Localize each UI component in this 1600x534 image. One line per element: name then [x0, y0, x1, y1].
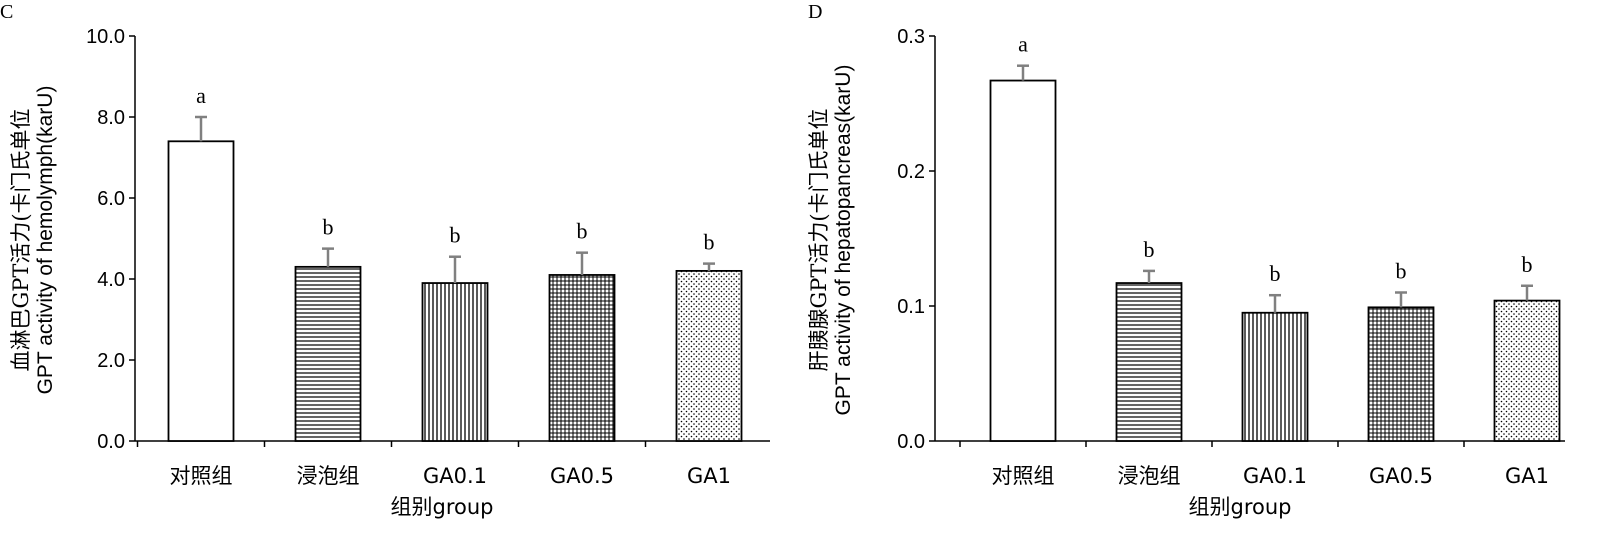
significance-label: b: [1522, 252, 1533, 277]
y-tick-label: 4.0: [97, 269, 125, 291]
y-tick-label: 0.0: [97, 431, 125, 453]
x-axis-label: 组别group: [1189, 495, 1292, 519]
y-tick-label: 8.0: [97, 107, 125, 129]
significance-label: b: [1396, 259, 1407, 284]
plot-area: 0.0 2.0 4.0 6.0 8.0 10.0 a 对照组 b 浸泡组 b GA0.1 b GA0.5 b…: [86, 26, 770, 488]
y-tick-label: 0.0: [897, 431, 925, 453]
bar: [989, 79, 1057, 442]
panel-c: C 血淋巴GPT活力(卡门氏单位 GPT activity of hemolym…: [0, 1, 770, 519]
x-tick-label: GA0.1: [1243, 464, 1307, 488]
significance-label: a: [1018, 32, 1028, 57]
y-tick-label: 0.2: [897, 161, 925, 183]
panel-label: D: [808, 1, 822, 23]
significance-label: b: [1144, 237, 1155, 262]
y-axis-label-cn: 血淋巴GPT活力(卡门氏单位: [9, 108, 33, 371]
x-tick-label: GA1: [687, 464, 731, 488]
x-tick-label: 浸泡组: [1118, 464, 1181, 488]
significance-label: b: [577, 219, 588, 244]
x-axis-label: 组别group: [391, 495, 494, 519]
x-tick-label: 对照组: [992, 464, 1055, 488]
x-tick-label: GA0.5: [1369, 464, 1433, 488]
y-axis-label-cn: 肝胰腺GPT活力(卡门氏单位: [807, 108, 831, 371]
significance-label: b: [1270, 261, 1281, 286]
y-tick-label: 0.3: [897, 26, 925, 48]
x-tick-label: GA1: [1505, 464, 1549, 488]
significance-label: b: [704, 230, 715, 255]
bar: [1115, 282, 1183, 442]
panel-d: D 肝胰腺GPT活力(卡门氏单位 GPT activity of hepatop…: [807, 1, 1565, 519]
x-tick-label: 对照组: [170, 464, 233, 488]
x-tick-label: 浸泡组: [297, 464, 360, 488]
significance-label: a: [196, 83, 206, 108]
y-tick-label: 2.0: [97, 350, 125, 372]
panel-label: C: [0, 1, 13, 23]
bar: [1241, 311, 1309, 442]
y-axis-label-en: GPT activity of hemolymph(karU): [34, 86, 57, 395]
y-tick-label: 10.0: [86, 26, 125, 48]
significance-label: b: [450, 223, 461, 248]
x-tick-label: GA0.5: [550, 464, 614, 488]
bar: [294, 265, 362, 442]
plot-area: 0.0 0.1 0.2 0.3 a 对照组 b 浸泡组 b GA0.1 b GA0.5 b GA1: [897, 26, 1565, 488]
bar: [1493, 299, 1561, 442]
bar: [675, 269, 743, 442]
bar: [167, 140, 235, 442]
y-tick-label: 6.0: [97, 188, 125, 210]
x-tick-label: GA0.1: [423, 464, 487, 488]
y-axis-label-en: GPT activity of hepatopancreas(karU): [832, 65, 855, 416]
bar: [1367, 306, 1435, 442]
y-tick-label: 0.1: [897, 296, 925, 318]
bar: [421, 282, 489, 442]
significance-label: b: [323, 215, 334, 240]
bar: [548, 274, 616, 442]
